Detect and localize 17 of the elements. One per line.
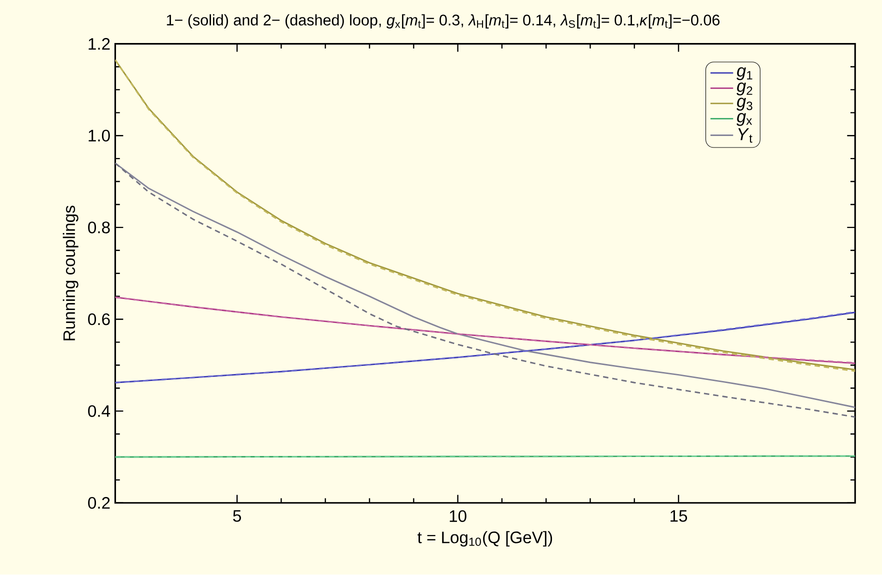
y-tick-label: 1.2 — [88, 38, 110, 50]
legend-label: g$_{3}$ — [736, 98, 752, 111]
y-tick-label: 0.8 — [88, 222, 110, 234]
chart-title: 1− (solid) and 2− (dashed) loop, g$_{x}$[m$_{t}$]= 0.3, λ$_{H}$[m$_{t}$]= 0.14, λ$_{S}$[m$_{t}$]= 0.1,κ[m$_{t}$]=−0.06 — [166, 14, 720, 29]
x-tick-label: 15 — [670, 510, 688, 522]
legend-label: g$_{2}$ — [736, 82, 752, 96]
x-tick-label: 5 — [233, 510, 241, 522]
legend-label: g$_{x}$ — [736, 113, 752, 126]
y-axis-title: Running couplings — [62, 206, 78, 340]
x-axis-title: t = Log$_{10}$(Q [GeV]) — [418, 531, 552, 547]
y-tick-label: 1.0 — [88, 130, 110, 142]
y-tick-label: 0.2 — [88, 497, 110, 509]
y-tick-label: 0.6 — [88, 314, 110, 326]
legend-label: g$_{1}$ — [736, 67, 752, 80]
legend-label: Y$_{t}$ — [738, 128, 752, 143]
y-tick-label: 0.4 — [88, 405, 110, 418]
x-tick-label: 10 — [450, 510, 466, 522]
